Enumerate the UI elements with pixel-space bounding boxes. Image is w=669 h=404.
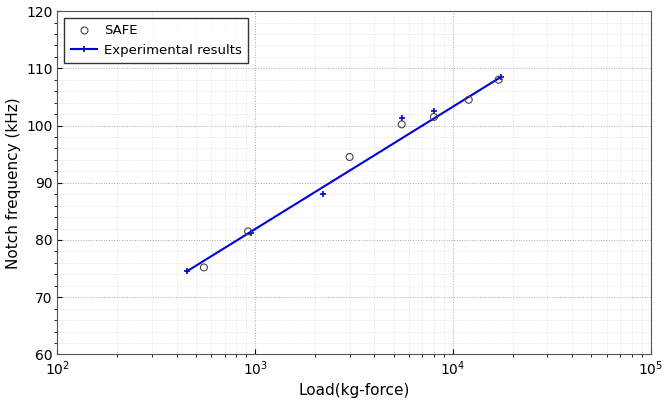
Experimental results — [266, 217, 274, 222]
SAFE — [493, 76, 504, 83]
Experimental results — [201, 257, 209, 262]
SAFE — [243, 228, 254, 235]
SAFE — [429, 114, 440, 120]
Experimental results — [497, 74, 505, 79]
Experimental results — [241, 233, 249, 238]
SAFE — [345, 154, 355, 160]
Experimental results — [470, 91, 478, 96]
Experimental results — [481, 84, 489, 89]
Experimental results — [183, 269, 191, 274]
SAFE — [199, 264, 209, 271]
Experimental results — [195, 261, 203, 266]
SAFE — [464, 97, 474, 103]
SAFE — [396, 121, 407, 128]
Y-axis label: Notch frequency (kHz): Notch frequency (kHz) — [5, 97, 21, 269]
X-axis label: Load(kg-force): Load(kg-force) — [298, 383, 410, 398]
Line: Experimental results: Experimental results — [187, 77, 501, 271]
Legend: SAFE, Experimental results: SAFE, Experimental results — [64, 18, 248, 63]
